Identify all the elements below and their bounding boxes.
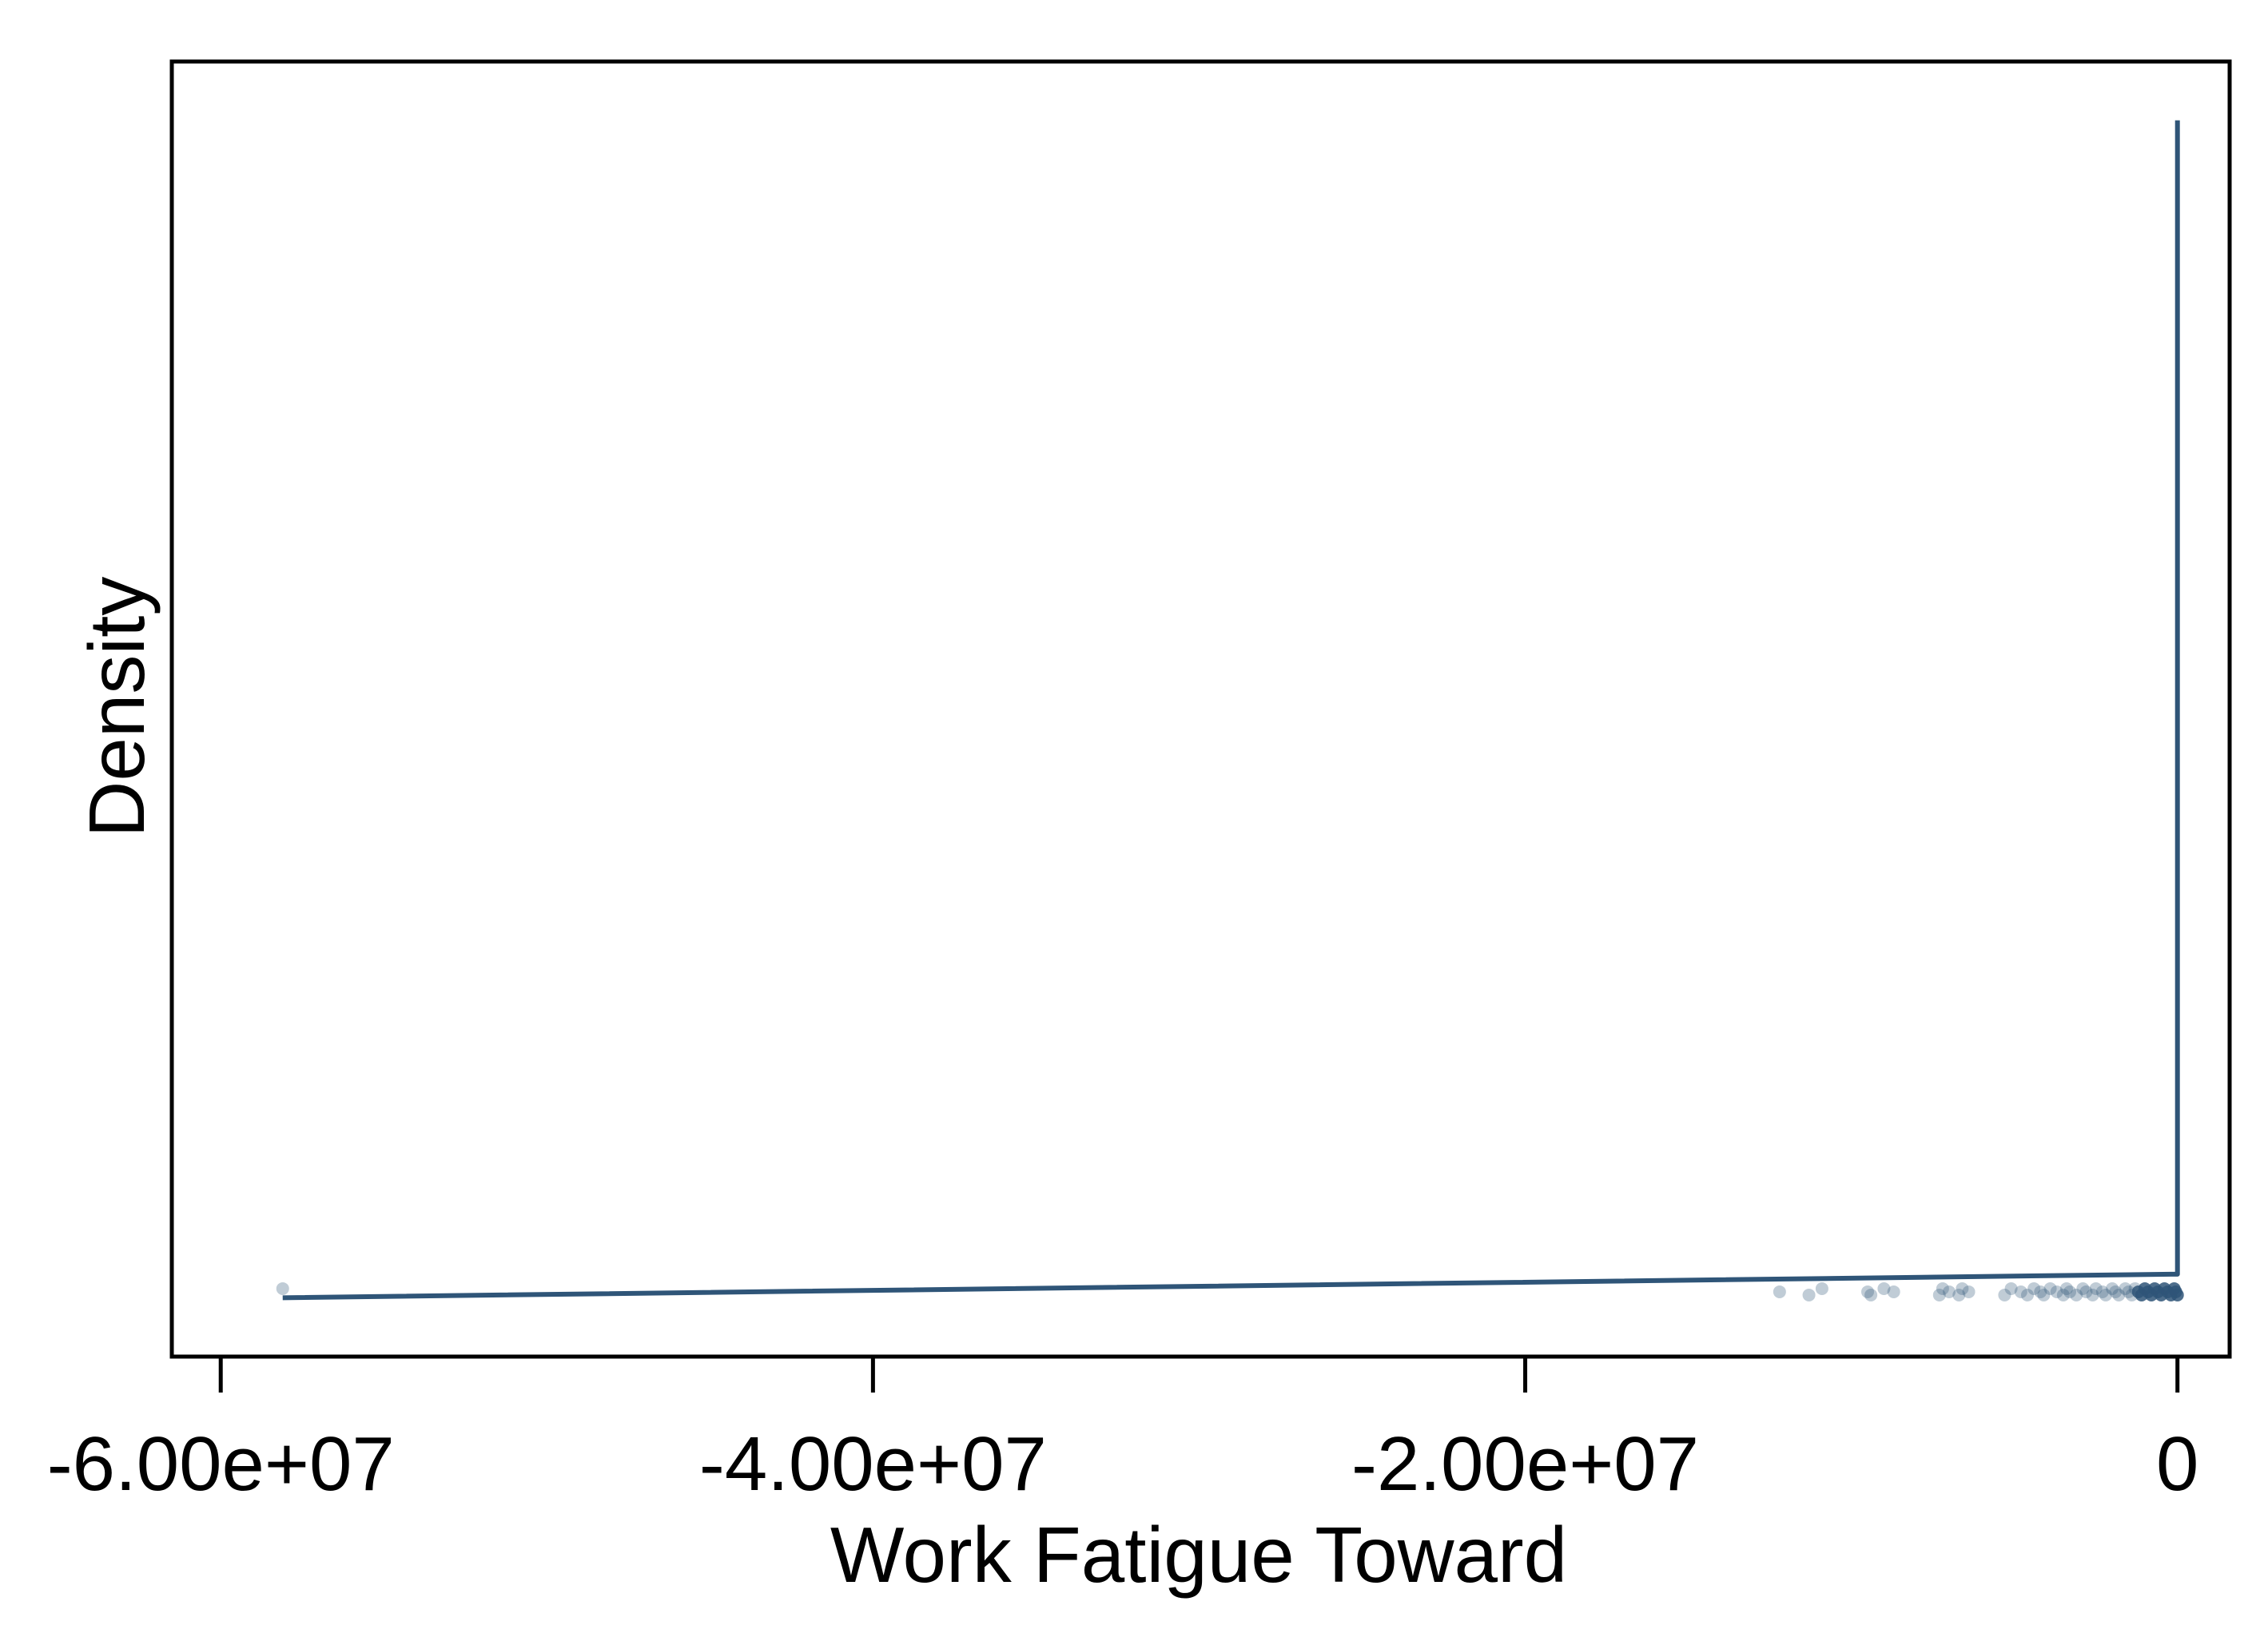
x-axis: -6.00e+07 -4.00e+07 -2.00e+07 0 — [47, 1357, 2198, 1507]
rug-point — [1815, 1281, 1828, 1295]
rug-point — [1864, 1288, 1878, 1301]
x-tick-label: 0 — [2156, 1421, 2198, 1507]
rug-point — [1773, 1285, 1786, 1298]
rug-point — [1952, 1288, 1966, 1301]
rug-point — [1802, 1288, 1816, 1301]
rug-point — [1936, 1281, 1949, 1295]
x-tick-label: -2.00e+07 — [1351, 1421, 1699, 1507]
rug-point — [2020, 1288, 2034, 1301]
rug-point — [1956, 1281, 1969, 1295]
rug-point — [2122, 1285, 2135, 1298]
rug-point — [1877, 1281, 1891, 1295]
rug-point — [1962, 1285, 1976, 1298]
plot-content — [276, 120, 2184, 1301]
rug-point — [2076, 1281, 2090, 1295]
y-axis-title: Density — [73, 577, 161, 838]
rug-point — [2089, 1281, 2103, 1295]
density-line — [282, 120, 2180, 1301]
rug-point — [2014, 1285, 2027, 1298]
rug-point — [2063, 1285, 2077, 1298]
rug-point — [2070, 1288, 2083, 1301]
rug-point — [2171, 1288, 2184, 1301]
rug-point — [2119, 1281, 2132, 1295]
rug-point — [2095, 1285, 2109, 1298]
rug-point — [2050, 1285, 2063, 1298]
rug-point — [1887, 1285, 1900, 1298]
rug-point — [2037, 1288, 2051, 1301]
x-axis-title: Work Fatigue Toward — [830, 1511, 1567, 1599]
rug-point — [2059, 1281, 2073, 1295]
rug-point — [276, 1281, 289, 1295]
rug-point — [2079, 1285, 2093, 1298]
rug-point — [1861, 1285, 1875, 1298]
rug-point — [2056, 1288, 2070, 1301]
rug-point — [2112, 1288, 2126, 1301]
rug-point — [1943, 1285, 1956, 1298]
rug-point — [1998, 1288, 2011, 1301]
x-tick-label: -4.00e+07 — [699, 1421, 1047, 1507]
rug-point — [2086, 1288, 2099, 1301]
rug-point — [2099, 1288, 2112, 1301]
rug-point — [2027, 1281, 2041, 1295]
rug-point — [2109, 1285, 2123, 1298]
rug-point — [1932, 1288, 1946, 1301]
rug-point — [2043, 1281, 2057, 1295]
rug-point — [2004, 1281, 2018, 1295]
x-tick-label: -6.00e+07 — [47, 1421, 395, 1507]
rug-point — [2034, 1285, 2047, 1298]
plot-frame — [169, 59, 2232, 1359]
rug-point — [2106, 1281, 2119, 1295]
